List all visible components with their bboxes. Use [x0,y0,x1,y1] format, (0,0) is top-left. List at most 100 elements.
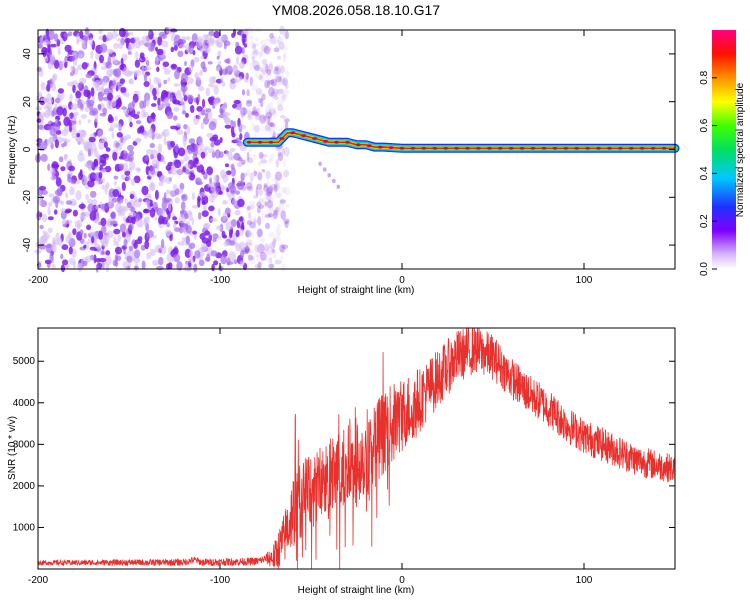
noise-blob [191,204,199,209]
noise-blob [255,113,262,120]
noise-blob [261,169,266,173]
noise-blob [246,151,250,162]
trail-blob [318,161,322,166]
noise-blob [265,63,269,74]
noise-blob [225,66,228,75]
noise-blob [111,80,116,88]
noise-blob [51,110,55,117]
noise-blob [133,257,141,264]
noise-blob [256,235,262,240]
noise-blob [50,167,56,176]
noise-blob [259,197,264,206]
noise-blob [269,122,276,128]
noise-blob [227,151,233,161]
noise-blob [235,229,240,238]
noise-blob [163,192,167,202]
noise-blob [259,114,267,124]
noise-blob [125,175,131,181]
noise-blob [39,212,43,218]
noise-blob [265,105,271,113]
noise-blob [146,230,154,238]
noise-blob [172,99,181,105]
noise-blob [159,104,167,109]
noise-blob [81,138,85,145]
noise-blob [173,45,178,51]
spectrogram-xtick-label: -100 [210,275,230,286]
noise-blob [191,192,196,201]
noise-blob [274,206,281,214]
noise-blob [39,112,47,118]
ridge-peak-dot [290,131,296,135]
noise-blob [269,35,277,45]
noise-blob [271,195,275,202]
noise-blob [61,143,65,148]
noise-blob [268,80,275,85]
noise-blob [150,112,156,119]
noise-blob [127,51,132,55]
noise-blob [278,75,283,82]
noise-blob [248,200,256,210]
noise-blob [165,189,171,195]
noise-blob [228,251,236,262]
noise-blob [45,244,53,248]
noise-blob [273,181,280,191]
noise-blob [174,197,180,204]
colorbar-tick-label: 0.4 [699,166,710,180]
noise-blob [100,217,107,227]
noise-blob [246,220,253,226]
noise-blob [265,257,268,262]
noise-blob [101,84,105,92]
ridge-peak-dot [530,146,536,150]
noise-blob [256,253,259,263]
noise-blob [133,114,140,119]
noise-blob [181,193,188,202]
noise-blob [273,47,280,53]
noise-blob [67,232,73,239]
noise-blob [48,201,53,207]
noise-blob [36,118,42,123]
noise-blob [260,126,266,131]
noise-blob [119,64,125,71]
noise-blob [61,244,69,251]
noise-blob [268,257,273,264]
noise-blob [264,214,272,218]
noise-blob [202,98,205,109]
noise-blob [112,30,117,40]
noise-blob [258,204,265,209]
noise-blob [249,76,253,87]
noise-blob [262,64,267,70]
noise-blob [207,182,214,188]
ridge-peak-dot [377,145,383,149]
noise-blob [73,111,79,116]
noise-blob [50,175,57,180]
ridge-peak-dot [421,146,427,150]
noise-blob [240,249,245,259]
noise-blob [146,60,150,67]
noise-blob [253,124,260,133]
noise-blob [163,136,167,146]
noise-blob [176,169,183,175]
noise-blob [118,42,123,50]
noise-blob [147,128,153,139]
noise-blob [257,198,264,203]
noise-blob [83,244,87,249]
noise-blob [252,106,257,115]
noise-blob [42,232,51,240]
noise-blob [257,161,262,167]
noise-blob [187,144,194,155]
noise-blob [258,97,262,104]
ridge-peak-dot [497,146,503,150]
noise-blob [176,129,184,135]
noise-blob [200,109,206,116]
noise-blob [278,41,285,50]
noise-blob [226,65,233,75]
noise-blob [173,222,177,230]
noise-blob [223,241,231,247]
noise-blob [71,56,75,62]
noise-blob [48,30,55,40]
noise-blob [88,136,96,143]
noise-blob [183,124,188,130]
noise-blob [202,205,208,211]
noise-blob [126,144,134,152]
noise-blob [141,260,146,270]
